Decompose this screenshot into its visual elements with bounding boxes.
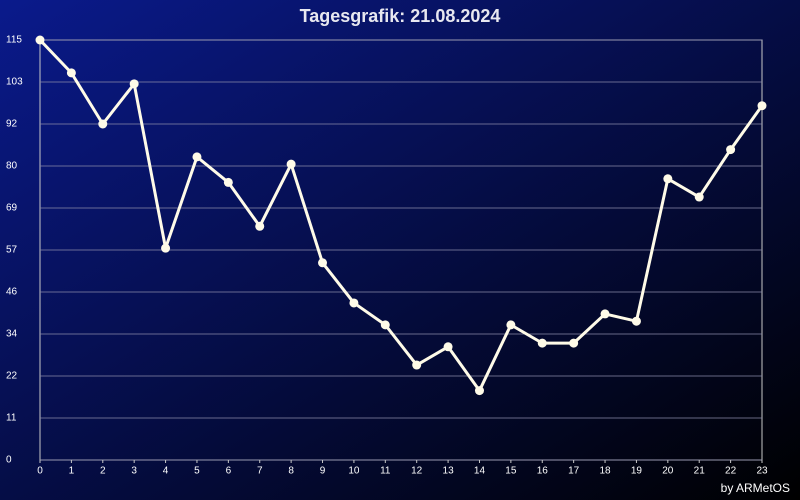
data-point — [286, 159, 296, 169]
x-tick-label: 3 — [131, 466, 137, 477]
x-tick-label: 14 — [474, 466, 486, 477]
data-point — [474, 386, 484, 396]
data-point — [412, 360, 422, 370]
x-tick-label: 13 — [443, 466, 455, 477]
y-tick-label: 103 — [6, 77, 23, 88]
x-tick-label: 9 — [320, 466, 326, 477]
data-point — [98, 119, 108, 129]
data-point — [318, 258, 328, 268]
credit: by ARMetOS — [721, 481, 790, 495]
data-point — [663, 174, 673, 184]
x-tick-label: 17 — [568, 466, 580, 477]
x-tick-label: 22 — [725, 466, 737, 477]
y-tick-label: 11 — [6, 413, 17, 424]
data-point — [757, 101, 767, 111]
data-point — [694, 192, 704, 202]
data-point — [161, 243, 171, 253]
y-tick-label: 46 — [6, 287, 18, 298]
data-point — [443, 342, 453, 352]
data-point — [35, 35, 45, 45]
y-tick-label: 34 — [6, 329, 18, 340]
y-tick-label: 80 — [6, 161, 18, 172]
y-tick-label: 92 — [6, 119, 18, 130]
y-tick-label: 0 — [6, 455, 12, 466]
y-tick-label: 115 — [6, 35, 22, 46]
x-tick-label: 19 — [631, 466, 643, 477]
chart-title: Tagesgrafik: 21.08.2024 — [300, 6, 501, 26]
x-tick-label: 21 — [694, 466, 706, 477]
data-point — [380, 320, 390, 330]
data-point — [631, 316, 641, 326]
data-point — [537, 338, 547, 348]
x-tick-label: 4 — [163, 466, 169, 477]
x-tick-label: 8 — [288, 466, 294, 477]
data-point — [600, 309, 610, 319]
x-tick-label: 5 — [194, 466, 200, 477]
x-tick-label: 16 — [537, 466, 549, 477]
x-tick-label: 2 — [100, 466, 106, 477]
x-tick-label: 12 — [411, 466, 423, 477]
y-tick-label: 57 — [6, 245, 18, 256]
x-tick-label: 11 — [380, 466, 391, 477]
data-point — [192, 152, 202, 162]
x-tick-label: 10 — [348, 466, 360, 477]
data-line — [38, 38, 764, 393]
data-point — [129, 79, 139, 89]
y-tick-label: 22 — [6, 371, 18, 382]
x-tick-label: 7 — [257, 466, 263, 477]
x-tick-label: 6 — [226, 466, 232, 477]
y-tick-label: 69 — [6, 203, 18, 214]
data-point — [66, 68, 76, 78]
data-point — [349, 298, 359, 308]
data-point — [569, 338, 579, 348]
x-tick-label: 0 — [37, 466, 43, 477]
data-point — [255, 221, 265, 231]
x-tick-label: 23 — [756, 466, 768, 477]
x-tick-label: 1 — [69, 466, 75, 477]
x-tick-label: 15 — [505, 466, 517, 477]
x-tick-label: 20 — [662, 466, 674, 477]
data-point — [506, 320, 516, 330]
x-tick-label: 18 — [599, 466, 611, 477]
data-point — [223, 177, 233, 187]
data-point — [726, 145, 736, 155]
